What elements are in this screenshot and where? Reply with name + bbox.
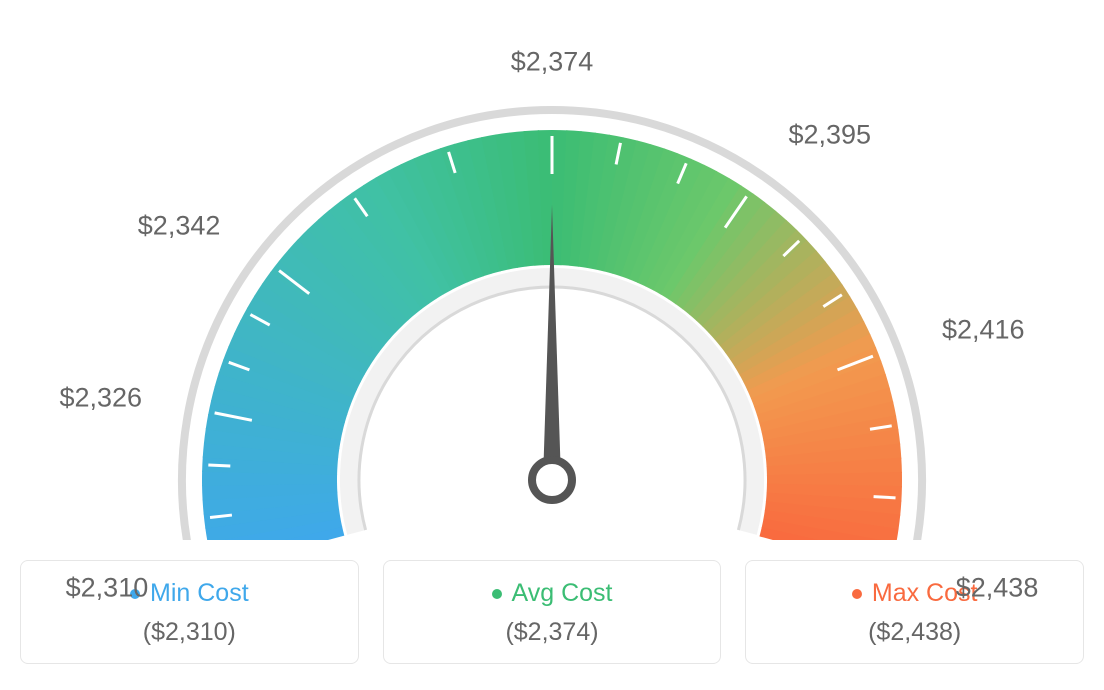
gauge-tick-label: $2,416 [942,314,1025,345]
min-cost-title-text: Min Cost [150,579,249,608]
gauge-tick-label: $2,326 [59,383,142,414]
gauge-tick-label: $2,310 [66,573,149,604]
max-cost-dot [852,589,862,599]
gauge-tick-label: $2,342 [138,210,221,241]
avg-cost-card: Avg Cost ($2,374) [383,560,722,664]
min-cost-value: ($2,310) [45,618,334,647]
gauge-tick-label: $2,374 [511,47,594,78]
gauge-tick-label: $2,438 [956,573,1039,604]
avg-cost-dot [492,589,502,599]
summary-cards: Min Cost ($2,310) Avg Cost ($2,374) Max … [20,560,1084,664]
gauge-svg [20,20,1084,540]
cost-gauge-chart: $2,310$2,326$2,342$2,374$2,395$2,416$2,4… [20,20,1084,540]
avg-cost-title: Avg Cost [492,579,613,608]
gauge-tick-label: $2,395 [788,120,871,151]
avg-cost-value: ($2,374) [408,618,697,647]
avg-cost-title-text: Avg Cost [512,579,613,608]
max-cost-value: ($2,438) [770,618,1059,647]
